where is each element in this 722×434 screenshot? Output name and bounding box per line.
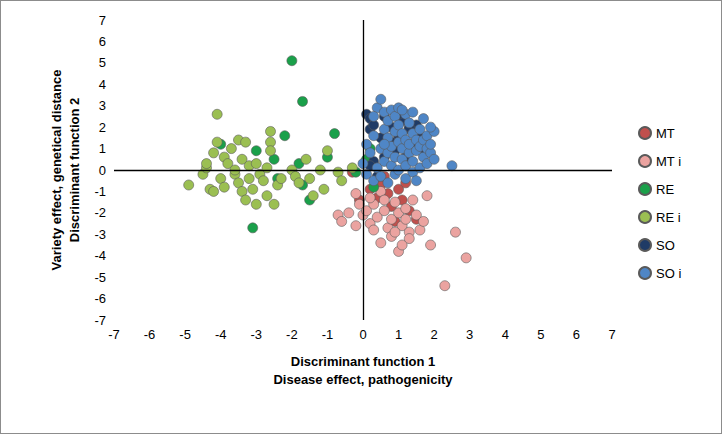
svg-text:MT: MT [656, 126, 675, 141]
svg-text:-3: -3 [94, 227, 106, 242]
svg-text:RE: RE [656, 182, 674, 197]
svg-text:7: 7 [99, 13, 106, 28]
svg-text:Variety effect, genetical dist: Variety effect, genetical distance [49, 70, 64, 271]
svg-text:Discriminant function 2: Discriminant function 2 [67, 98, 82, 242]
svg-text:0: 0 [99, 163, 106, 178]
svg-text:-6: -6 [144, 327, 156, 342]
svg-text:6: 6 [573, 327, 580, 342]
svg-text:7: 7 [608, 327, 615, 342]
svg-text:3: 3 [99, 98, 106, 113]
svg-text:SO: SO [656, 238, 675, 253]
svg-text:5: 5 [537, 327, 544, 342]
svg-text:0: 0 [359, 327, 366, 342]
svg-text:-4: -4 [94, 248, 106, 263]
svg-text:2: 2 [431, 327, 438, 342]
svg-text:-7: -7 [108, 327, 120, 342]
svg-text:-6: -6 [94, 291, 106, 306]
svg-text:Discriminant function 1: Discriminant function 1 [291, 354, 435, 369]
svg-text:Disease effect, pathogenicity: Disease effect, pathogenicity [273, 372, 453, 387]
svg-text:-2: -2 [286, 327, 298, 342]
svg-text:MT i: MT i [656, 154, 681, 169]
svg-text:-1: -1 [322, 327, 334, 342]
svg-text:SO i: SO i [656, 266, 681, 281]
svg-text:-3: -3 [251, 327, 263, 342]
svg-text:-5: -5 [179, 327, 191, 342]
svg-text:-2: -2 [94, 205, 106, 220]
svg-text:4: 4 [502, 327, 509, 342]
svg-text:2: 2 [99, 120, 106, 135]
svg-text:6: 6 [99, 34, 106, 49]
svg-text:1: 1 [395, 327, 402, 342]
svg-text:4: 4 [99, 77, 106, 92]
svg-text:RE i: RE i [656, 210, 681, 225]
svg-text:1: 1 [99, 141, 106, 156]
svg-text:5: 5 [99, 55, 106, 70]
svg-text:-4: -4 [215, 327, 227, 342]
svg-text:3: 3 [466, 327, 473, 342]
svg-text:-5: -5 [94, 270, 106, 285]
svg-text:-1: -1 [94, 184, 106, 199]
svg-text:-7: -7 [94, 313, 106, 328]
